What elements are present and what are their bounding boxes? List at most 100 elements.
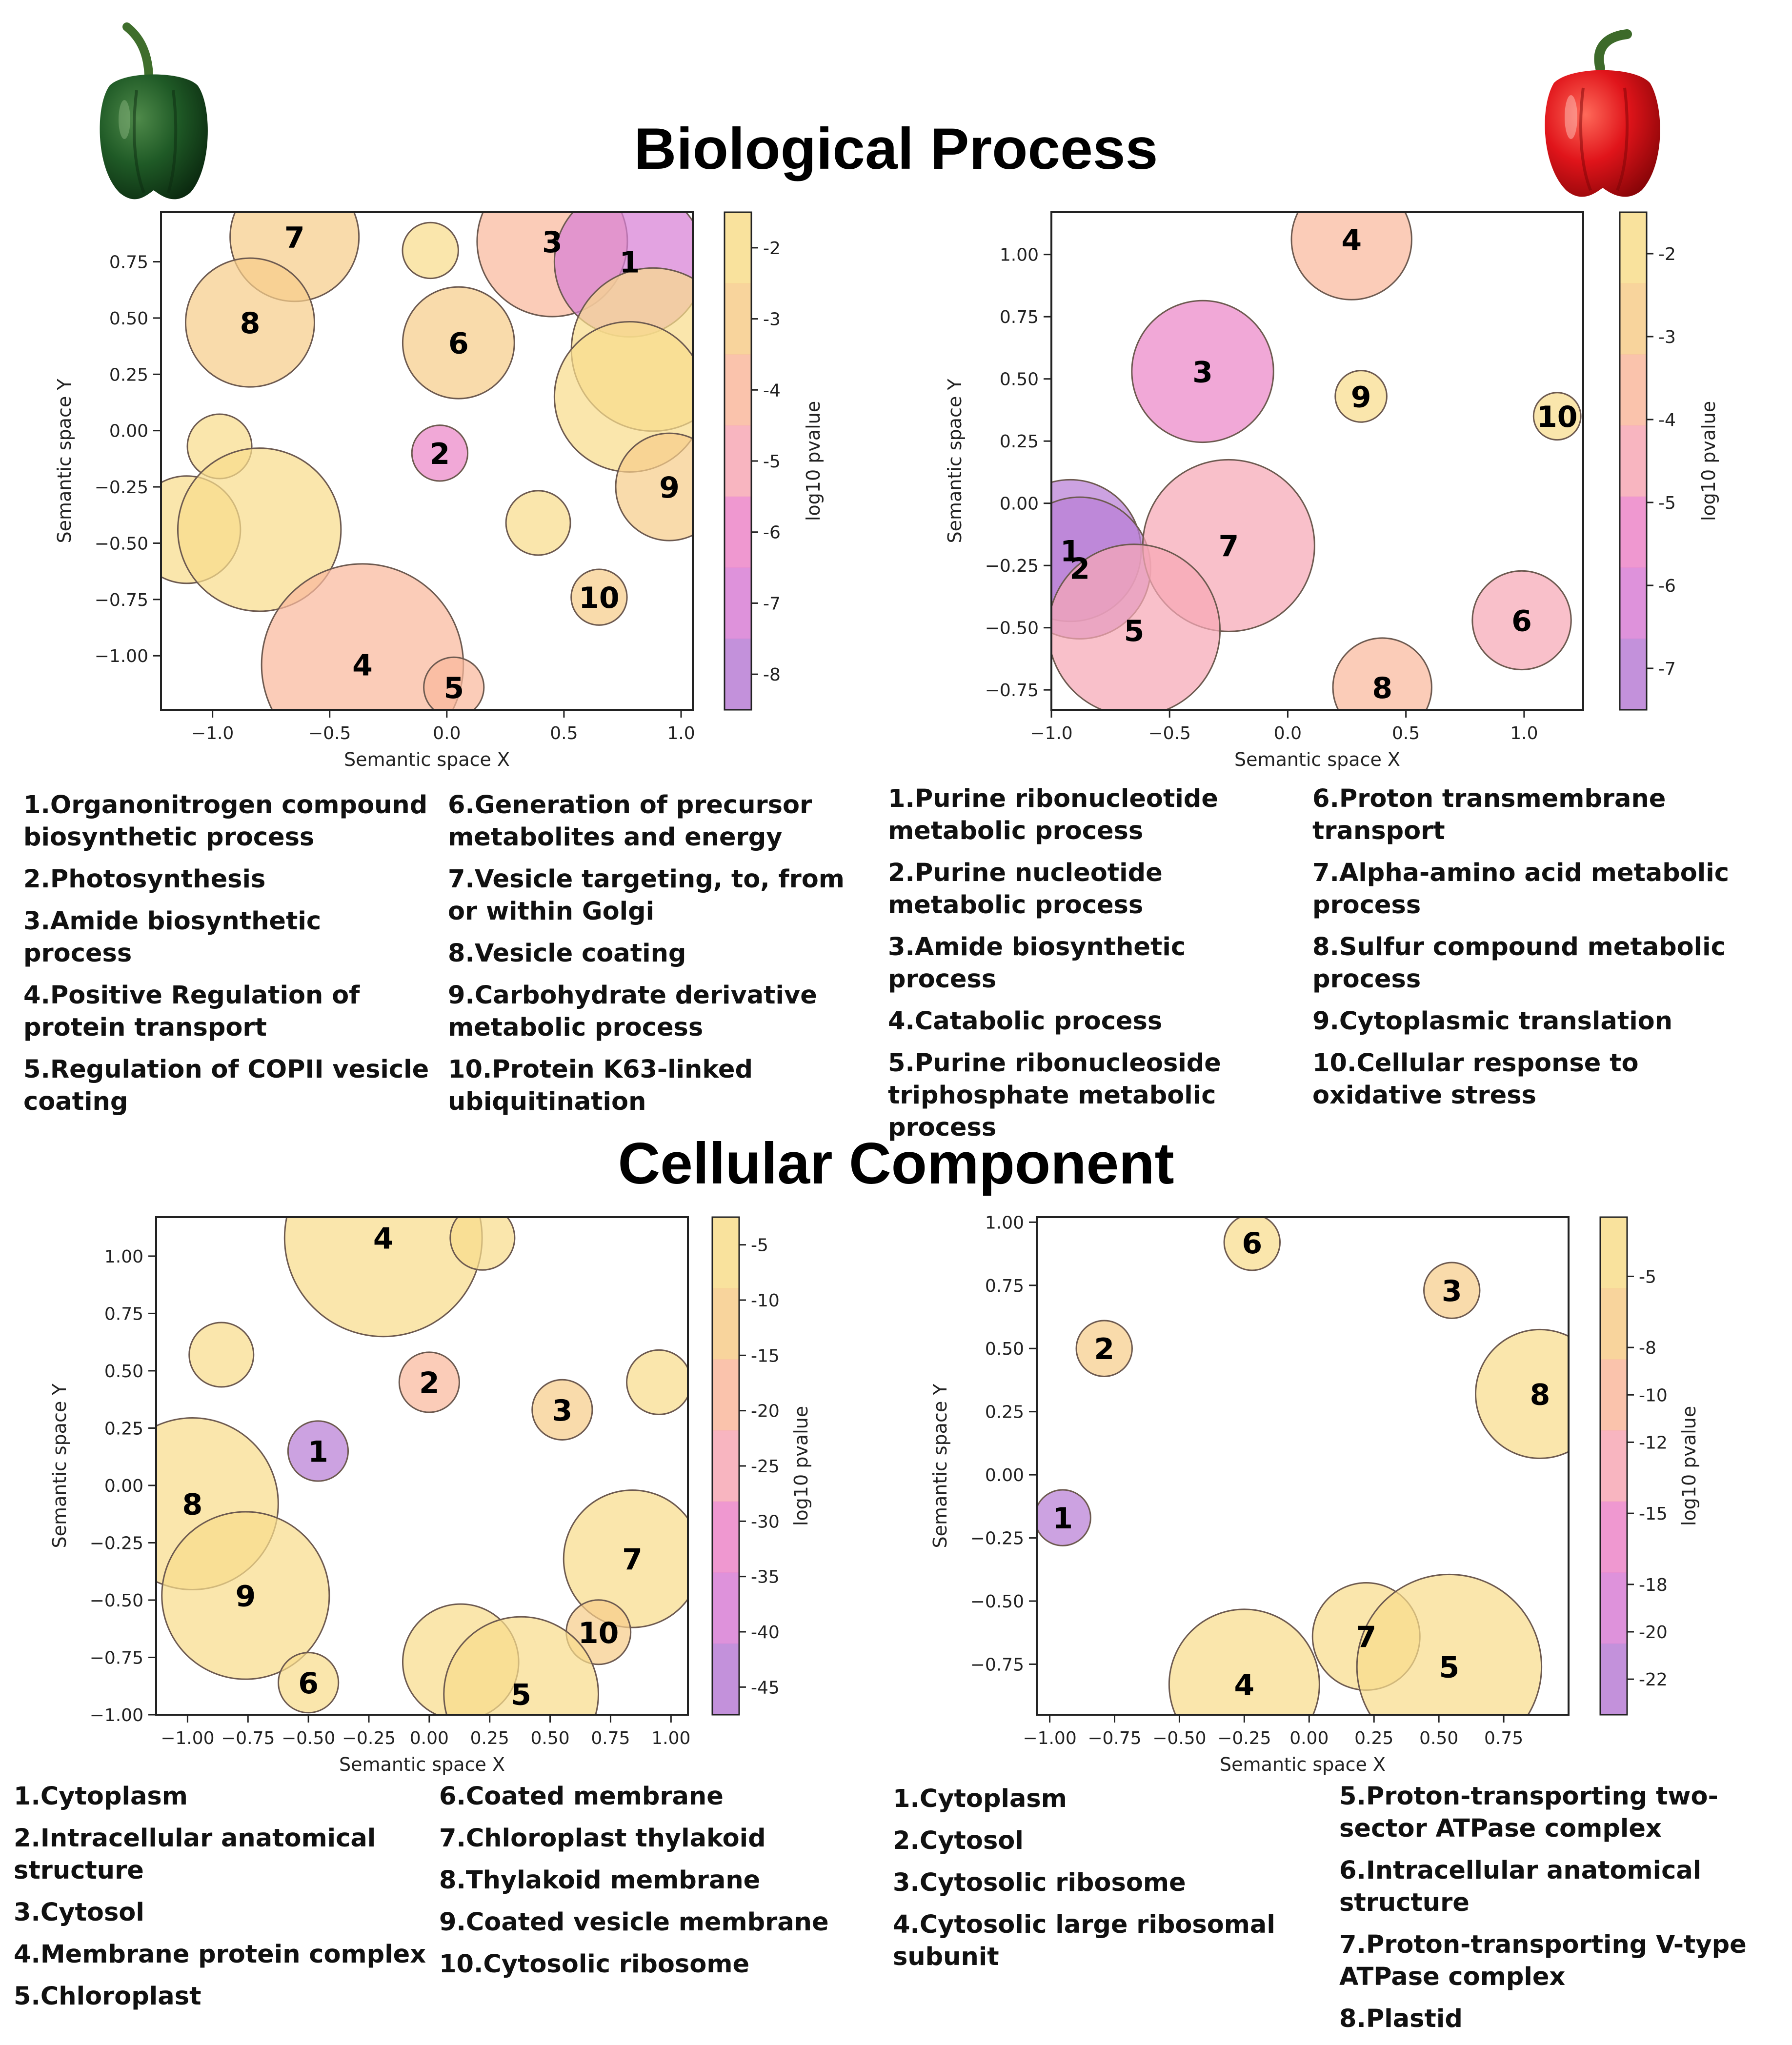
y-tick-label: −0.75 [985,681,1039,701]
bubble [1131,300,1274,443]
x-tick-label: 0.25 [470,1728,509,1748]
bubble-label: 10 [578,1616,619,1650]
y-tick-label: −0.75 [970,1655,1024,1675]
section-title-biological-process: Biological Process [634,116,1158,181]
y-tick-label: −0.50 [970,1592,1024,1612]
x-tick-label: 0.5 [1392,723,1420,743]
bubble-label: 1 [619,246,640,280]
colorbar-tick-label: -12 [1639,1433,1668,1453]
legend-item: 8.Vesicle coating [448,939,686,968]
y-tick-label: −0.25 [970,1529,1024,1549]
y-tick-label: 0.00 [985,1465,1024,1485]
bubble [423,656,485,710]
legend-item: 10.Cellular response to oxidative stress [1312,1049,1639,1110]
bubble-label: 5 [443,671,464,705]
colorbar-tick-label: -7 [1658,659,1676,679]
x-tick-label: −1.00 [1023,1728,1076,1748]
y-tick-label: −0.50 [985,619,1039,639]
x-axis-label: Semantic space X [1234,749,1400,770]
colorbar-tick-label: -8 [1639,1338,1656,1358]
x-tick-label: −1.0 [1030,723,1072,743]
x-tick-label: 0.0 [1274,723,1302,743]
colorbar-tick-label: -15 [751,1346,780,1366]
x-axis-label: Semantic space X [339,1754,505,1775]
legend-item: 7.Vesicle targeting, to, from or within … [448,865,845,926]
legend-item: 6.Generation of precursor metabolites an… [448,791,812,852]
bubble [184,257,315,388]
colorbar-segment [1620,496,1647,568]
colorbar-frame [1619,211,1648,711]
chart-biological-process-green: 7 3 1 8 6 2 9 10 4 5 −1.0 −0.5 0.0 0.5 1.0 0.75 0.50 0.25… [54,211,824,770]
colorbar-segment [712,1501,739,1573]
colorbar-segment [1620,425,1647,497]
x-tick-label: 0.75 [1484,1728,1523,1748]
colorbar-segment [1620,354,1647,426]
legend-item: 1.Cytoplasm [14,1782,188,1811]
bubble [1075,1320,1133,1377]
y-axis-label: Semantic space Y [929,1383,951,1548]
bubble [1471,570,1572,671]
bubble [402,221,459,280]
x-tick-label: −0.5 [1148,723,1191,743]
bubble [411,424,469,482]
plot-frame [160,211,694,711]
x-tick-label: −0.50 [282,1728,335,1748]
x-tick-label: −0.75 [221,1728,275,1748]
x-axis-label: Semantic space X [344,749,510,770]
legend-item: 4.Membrane protein complex [14,1940,426,1969]
legend-item: 3.Cytosol [14,1898,144,1927]
bubble [1532,392,1582,441]
legend-item: 1.Organonitrogen compound biosynthetic p… [23,791,428,852]
x-tick-label: −0.25 [342,1728,396,1748]
bubble [570,568,628,626]
colorbar-label: log10 pvalue [790,1406,812,1526]
bubble-label: 3 [1192,355,1213,389]
y-tick-label: −0.50 [90,1591,143,1611]
green-bell-pepper-icon [100,22,208,200]
bubble [1037,1489,1091,1546]
bubble [1168,1608,1320,1715]
bubble [1356,1573,1543,1715]
bubble-layer: 4 3 9 10 12 7 5 6 8 [1051,212,1582,710]
colorbar-segment [725,567,751,639]
y-tick-label: 0.25 [109,365,148,385]
colorbar-segment [725,212,751,284]
plot-frame [1036,1216,1570,1716]
colorbar-tick-label: -40 [751,1623,780,1643]
legend-item: 7.Proton-transporting V-type ATPase comp… [1339,1930,1747,1991]
legend-bp-red-col1: 1.Purine ribonucleotide metabolic proces… [888,783,1293,1154]
legend-item: 8.Thylakoid membrane [439,1866,761,1895]
colorbar-tick-label: -6 [1658,576,1676,596]
bubble-layer: 4 2 3 1 8 9 7 10 5 6 [156,1217,688,1715]
legend-item: 9.Coated vesicle membrane [439,1908,829,1937]
x-axis-label: Semantic space X [1220,1754,1386,1775]
legend-item: 5.Regulation of COPII vesicle coating [23,1055,429,1116]
colorbar-segment [1600,1572,1627,1644]
bubble [1334,370,1388,423]
y-tick-label: 0.00 [1000,494,1039,514]
bubble [398,1351,460,1413]
colorbar-tick-label: -7 [763,594,781,614]
x-tick-label: 1.0 [667,723,695,743]
bubble [615,432,693,541]
y-tick-label: −1.00 [95,646,148,666]
colorbar-tick-label: -15 [1639,1504,1668,1524]
bubble-label: 8 [182,1488,202,1522]
colorbar-tick-label: -22 [1639,1670,1668,1690]
bubble-label: 6 [1511,604,1532,638]
colorbar-segment [725,283,751,355]
legend-item: 10.Protein K63-linked ubiquitination [448,1055,753,1116]
bubble [278,1652,340,1714]
colorbar-segment [725,496,751,568]
bubble [443,1616,599,1715]
bubble-label: 3 [542,225,563,260]
colorbar-segment [1600,1430,1627,1502]
x-tick-label: −0.5 [308,723,351,743]
colorbar-segment [712,1430,739,1502]
colorbar-segment [1600,1288,1627,1360]
y-tick-label: −0.25 [95,478,148,498]
colorbar-segment [1600,1644,1627,1715]
chart-biological-process-red: 4 3 9 10 12 7 5 6 8 −1.0 −0.5 0.0 0.5 1.0 1.00 0.75 0.50… [944,211,1719,770]
bubble-label: 4 [373,1222,394,1256]
